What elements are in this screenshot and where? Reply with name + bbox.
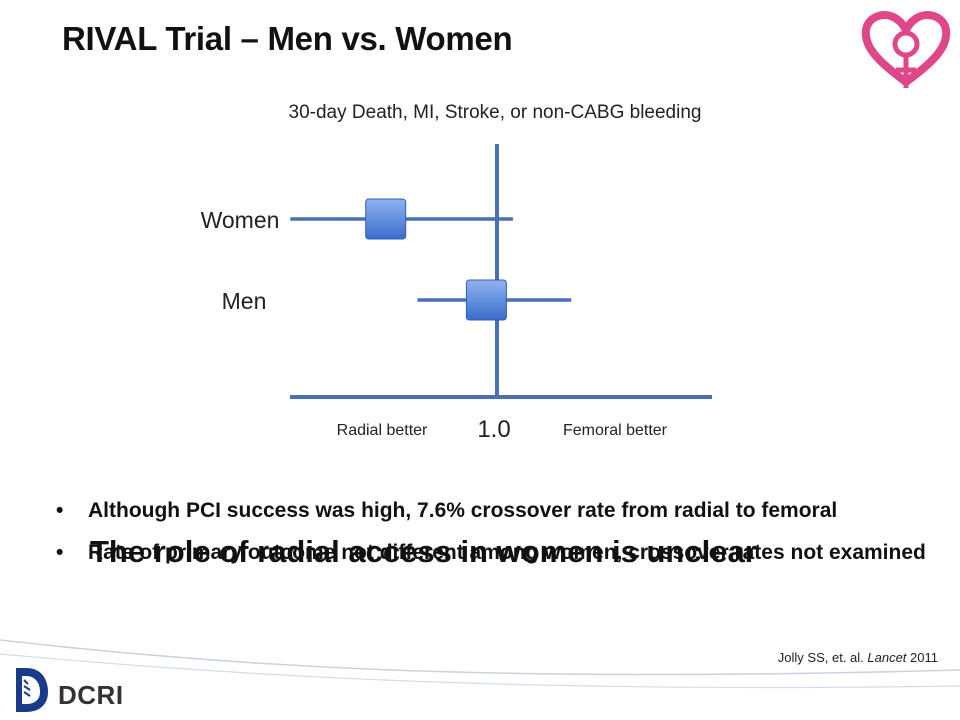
bullet-text: Rate of primary outcome not different am… — [88, 541, 926, 564]
footer-wave — [0, 639, 960, 689]
bullet-list: • Although PCI success was high, 7.6% cr… — [56, 490, 926, 574]
bullet-dot: • — [56, 541, 64, 564]
bullet-text: Although PCI success was high, 7.6% cros… — [88, 499, 838, 522]
left-direction-label: Radial better — [337, 422, 428, 439]
estimate-marker-women — [365, 198, 407, 240]
overlay-statement: The role of radial access in women is un… — [90, 534, 757, 569]
citation-journal: Lancet — [867, 650, 907, 665]
right-direction-label: Femoral better — [563, 422, 668, 439]
citation-year: 2011 — [906, 650, 938, 665]
chart-title: 30-day Death, MI, Stroke, or non-CABG bl… — [288, 102, 702, 123]
citation-authors: Jolly SS, et. al. — [777, 650, 868, 665]
bullet-item: • Although PCI success was high, 7.6% cr… — [56, 490, 926, 532]
forest-plot: Women Men 1.0 Radial better Femoral better — [201, 144, 712, 443]
reference-label: 1.0 — [477, 416, 510, 443]
duke-d-icon — [16, 668, 48, 712]
bullet-item: • Rate of primary outcome not different … — [56, 532, 926, 574]
row-label-men: Men — [222, 288, 267, 314]
estimate-marker-men — [465, 279, 507, 321]
footer-logo-text: DCRI — [58, 680, 124, 710]
heart-female-symbol-icon — [861, 11, 951, 88]
slide-title: RIVAL Trial – Men vs. Women — [62, 20, 513, 57]
bullet-dot: • — [56, 499, 64, 522]
citation: Jolly SS, et. al. Lancet 2011 — [778, 650, 938, 665]
row-label-women: Women — [201, 207, 280, 233]
